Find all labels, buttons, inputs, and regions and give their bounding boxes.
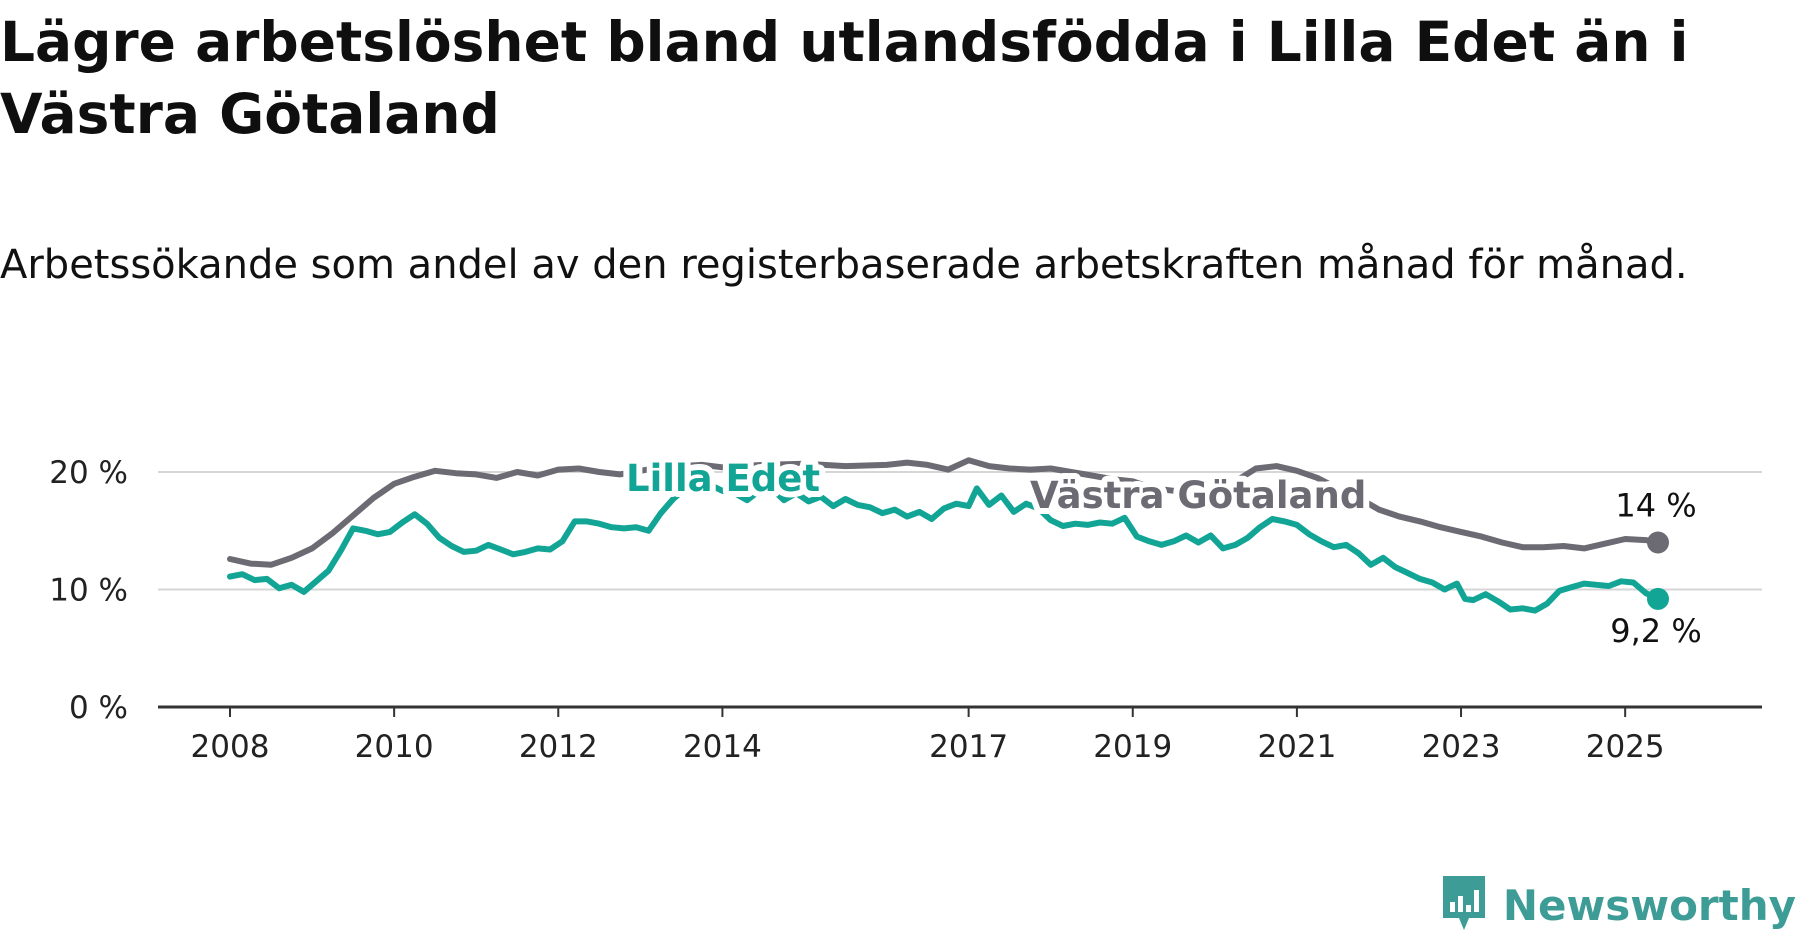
x-tick-label: 2014 — [683, 729, 762, 765]
y-tick-label: 10 % — [49, 573, 128, 609]
bar-chart-speech-bubble-icon — [1439, 872, 1489, 938]
x-tick-label: 2012 — [519, 729, 598, 765]
x-tick-label: 2021 — [1257, 729, 1336, 765]
line-chart: 0 % 10 % 20 % 2008 2010 2012 2014 2017 2019 2021… — [49, 451, 1762, 765]
x-tick-label: 2025 — [1586, 729, 1665, 765]
end-marker-lilla-edet — [1647, 587, 1669, 610]
y-tick-label: 20 % — [49, 455, 128, 491]
brand-name: Newsworthy — [1502, 880, 1796, 930]
series-lines — [227, 457, 1669, 614]
y-tick-label: 0 % — [69, 690, 128, 726]
x-axis: 2008 2010 2012 2014 2017 2019 2021 2023 2025 — [158, 705, 1762, 765]
x-tick-label: 2008 — [191, 729, 270, 765]
newsworthy-brand[interactable]: Newsworthy — [1439, 870, 1796, 940]
end-value-label: 14 % — [1615, 487, 1696, 525]
series-line-västra-götaland — [227, 457, 1661, 568]
end-value-label: 9,2 % — [1610, 612, 1701, 650]
series-labels: Lilla Edet Västra Götaland 14 % 9,2 % — [620, 451, 1702, 650]
chart-subtitle: Arbetssökande som andel av den registerb… — [0, 242, 1688, 288]
x-tick-label: 2019 — [1093, 729, 1172, 765]
x-tick-label: 2023 — [1422, 729, 1501, 765]
series-line-lilla-edet — [227, 481, 1661, 614]
x-tick-label: 2010 — [355, 729, 434, 765]
series-label-lilla-edet: Lilla Edet — [626, 457, 820, 500]
series-label-vastra-gotaland: Västra Götaland — [1030, 474, 1366, 517]
x-tick-label: 2017 — [929, 729, 1008, 765]
chart-title: Lägre arbetslöshet bland utlandsfödda i … — [0, 10, 1689, 146]
end-marker-västra-götaland — [1647, 531, 1669, 554]
